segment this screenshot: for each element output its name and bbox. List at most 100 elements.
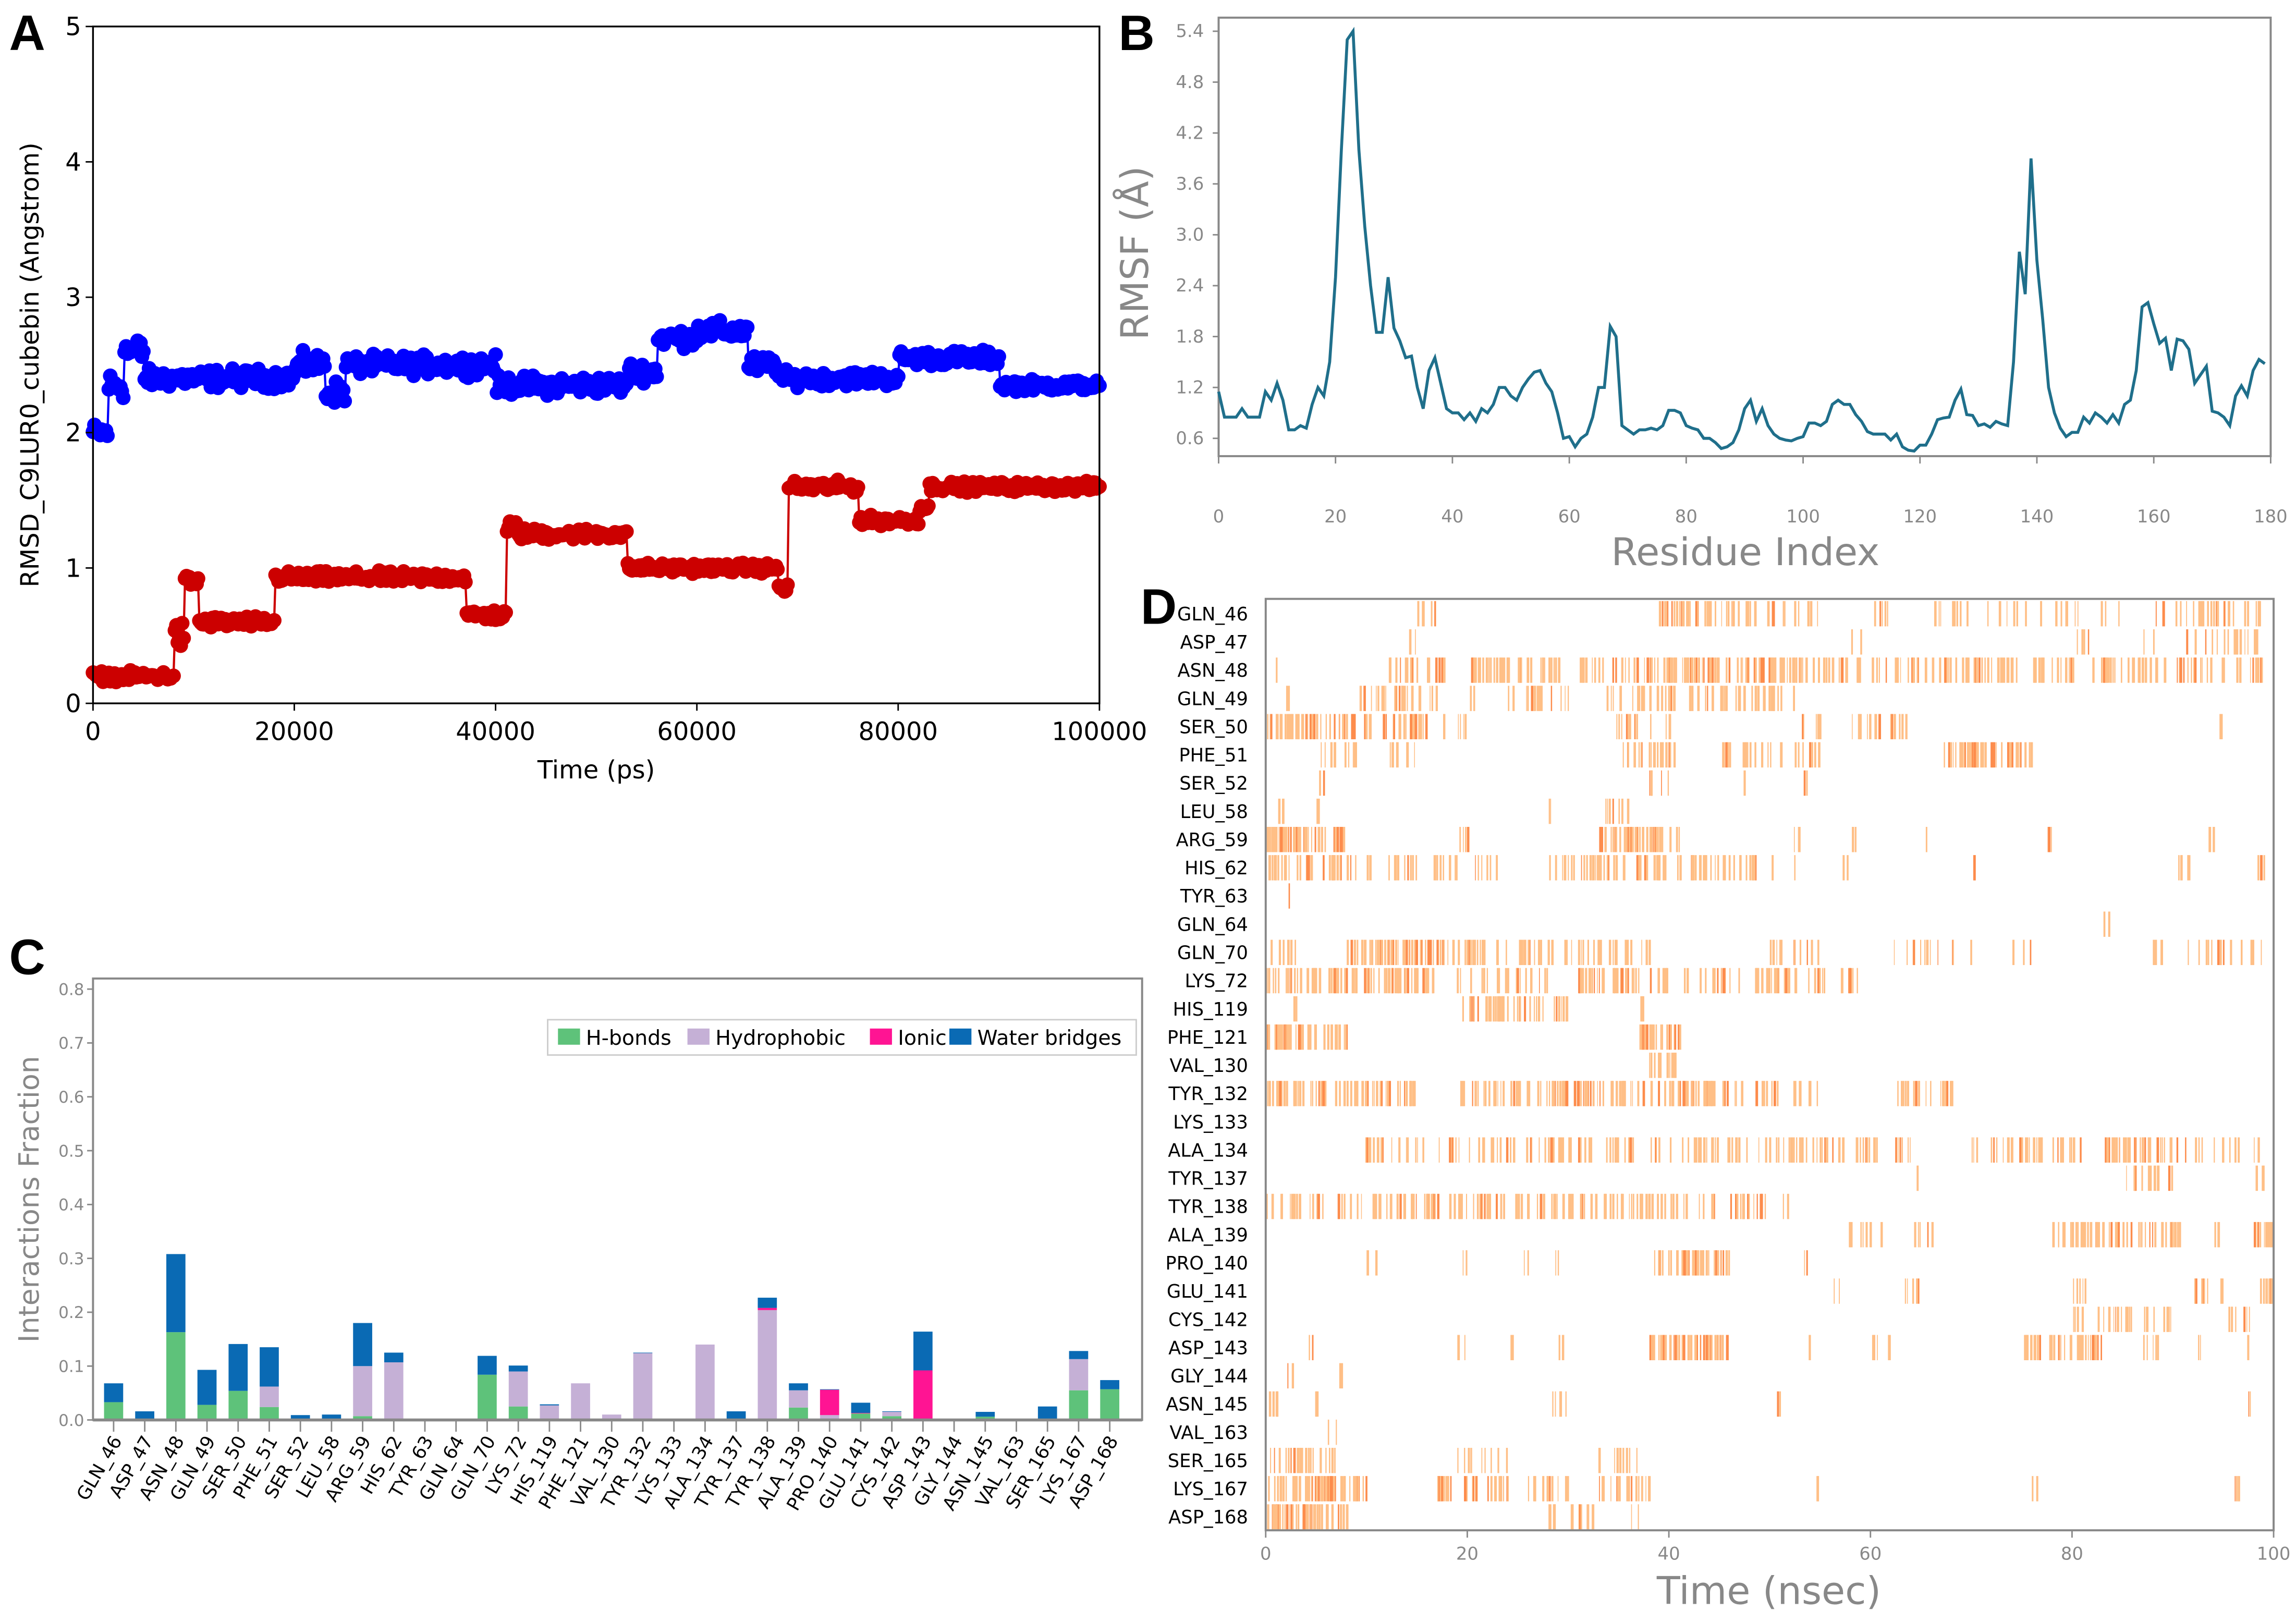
- interaction-mark: [1550, 1137, 1553, 1163]
- interaction-mark: [1342, 1504, 1345, 1530]
- interaction-mark: [1465, 1193, 1468, 1219]
- interaction-mark: [1500, 1081, 1501, 1106]
- interaction-mark: [1346, 968, 1348, 994]
- interaction-mark: [1891, 714, 1894, 739]
- interaction-mark: [1583, 1193, 1585, 1219]
- interaction-mark: [1544, 968, 1546, 994]
- y-tick-label: 4.8: [1176, 72, 1204, 92]
- interaction-mark: [1415, 939, 1419, 966]
- interaction-mark: [1794, 601, 1797, 627]
- interaction-mark: [2180, 601, 2182, 627]
- interaction-mark: [1621, 714, 1622, 739]
- interaction-mark: [1283, 1081, 1286, 1106]
- interaction-mark: [1528, 1193, 1530, 1219]
- panel-d-timeline: D GLN_46ASP_47ASN_48GLN_49SER_50PHE_51SE…: [1141, 579, 2290, 1614]
- interaction-mark: [2207, 601, 2209, 627]
- interaction-mark: [1862, 1137, 1864, 1163]
- interaction-mark: [1549, 855, 1551, 881]
- interaction-mark: [1763, 657, 1765, 683]
- interaction-mark: [1276, 1024, 1277, 1050]
- interaction-mark: [1723, 686, 1725, 711]
- interaction-mark: [2250, 1391, 2251, 1417]
- bar-water-bridges: [260, 1347, 279, 1387]
- interaction-mark: [1705, 686, 1706, 711]
- interaction-mark: [1718, 1250, 1719, 1276]
- interaction-mark: [2110, 1222, 2113, 1248]
- interaction-mark: [1325, 1448, 1327, 1473]
- interaction-mark: [1527, 1193, 1529, 1219]
- interaction-mark: [1569, 1137, 1572, 1163]
- interaction-mark: [1715, 1137, 1716, 1163]
- interaction-mark: [2177, 657, 2178, 683]
- interaction-mark: [1472, 939, 1474, 966]
- interaction-mark: [1275, 1391, 1278, 1417]
- interaction-mark: [1540, 1193, 1543, 1219]
- interaction-mark: [1754, 855, 1756, 881]
- interaction-mark: [2141, 1222, 2143, 1248]
- interaction-mark: [1651, 1137, 1652, 1163]
- interaction-mark: [2170, 1307, 2171, 1332]
- interaction-mark: [1365, 1476, 1367, 1502]
- interaction-mark: [2263, 1278, 2265, 1304]
- interaction-mark: [1314, 1024, 1317, 1050]
- interaction-mark: [1362, 1476, 1364, 1502]
- interaction-mark: [2248, 1335, 2250, 1360]
- interaction-mark: [1710, 855, 1712, 881]
- interaction-mark: [1763, 1081, 1765, 1106]
- interaction-mark: [1713, 968, 1716, 994]
- interaction-mark: [1851, 968, 1852, 994]
- interaction-mark: [1428, 1193, 1430, 1219]
- interaction-mark: [2058, 1222, 2059, 1248]
- interaction-mark: [2106, 1137, 2109, 1163]
- interaction-mark: [1413, 657, 1414, 683]
- interaction-mark: [1538, 686, 1541, 711]
- interaction-mark: [1520, 939, 1523, 966]
- interaction-mark: [1812, 1137, 1814, 1163]
- interaction-mark: [1639, 855, 1642, 881]
- data-point: [176, 630, 191, 646]
- interaction-mark: [1650, 657, 1651, 683]
- interaction-mark: [1630, 1081, 1632, 1106]
- interaction-mark: [2133, 1165, 2135, 1191]
- data-point: [458, 575, 473, 590]
- interaction-mark: [1658, 827, 1659, 852]
- interaction-mark: [1310, 1024, 1311, 1050]
- interaction-mark: [1281, 855, 1283, 881]
- interaction-mark: [2148, 1137, 2152, 1163]
- interaction-mark: [1270, 714, 1273, 739]
- interaction-mark: [1383, 714, 1386, 739]
- interaction-mark: [1387, 1081, 1389, 1106]
- interaction-mark: [1819, 1137, 1822, 1163]
- interaction-mark: [1344, 968, 1346, 994]
- interaction-mark: [1732, 601, 1735, 627]
- interaction-mark: [1945, 1081, 1947, 1106]
- interaction-mark: [1463, 827, 1464, 852]
- interaction-mark: [2155, 657, 2157, 683]
- row-label: LYS_167: [1173, 1479, 1248, 1500]
- interaction-mark: [1277, 855, 1279, 881]
- interaction-mark: [1398, 1137, 1401, 1163]
- interaction-mark: [1282, 1476, 1284, 1502]
- interaction-mark: [1683, 968, 1686, 994]
- interaction-mark: [2074, 601, 2076, 627]
- interaction-mark: [2239, 629, 2242, 655]
- interaction-mark: [1602, 1476, 1604, 1502]
- interaction-mark: [1314, 968, 1316, 994]
- interaction-mark: [1914, 1222, 1916, 1248]
- interaction-mark: [1366, 968, 1369, 994]
- interaction-mark: [2194, 629, 2197, 655]
- interaction-mark: [1530, 657, 1533, 683]
- interaction-mark: [1650, 968, 1652, 994]
- bar-hydrophobic: [384, 1362, 404, 1420]
- interaction-mark: [2034, 657, 2037, 683]
- interaction-mark: [1673, 1053, 1676, 1078]
- interaction-mark: [1777, 1391, 1779, 1417]
- interaction-mark: [2036, 1476, 2038, 1502]
- x-tick-label: 40: [1441, 506, 1463, 527]
- interaction-mark: [2002, 657, 2006, 683]
- interaction-mark: [1437, 1193, 1440, 1219]
- interaction-mark: [1415, 855, 1418, 881]
- interaction-mark: [2231, 1307, 2233, 1332]
- interaction-mark: [1937, 939, 1938, 966]
- interaction-mark: [1817, 1476, 1819, 1502]
